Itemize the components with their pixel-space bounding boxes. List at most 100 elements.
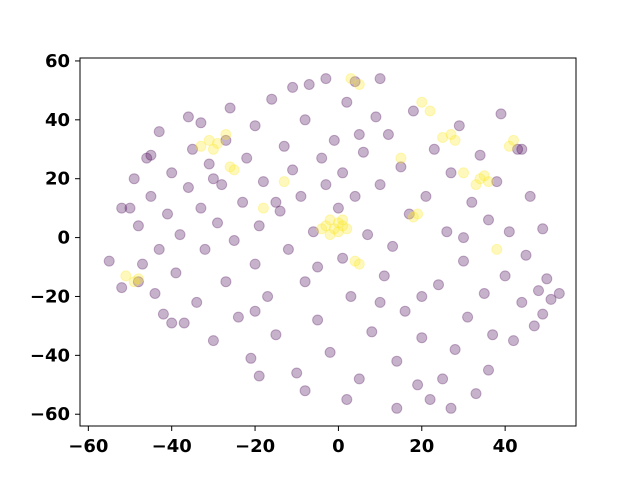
scatter-point	[228, 235, 240, 246]
scatter-point	[458, 167, 469, 179]
scatter-point	[470, 179, 482, 191]
scatter-point	[428, 143, 440, 155]
scatter-point	[182, 111, 194, 123]
scatter-point	[120, 270, 132, 282]
scatter-point	[149, 288, 161, 299]
scatter-point	[332, 226, 344, 238]
scatter-point	[491, 243, 503, 255]
scatter-point	[395, 161, 407, 173]
scatter-point	[249, 258, 261, 270]
scatter-point	[220, 134, 232, 146]
x-tick-label: −60	[68, 436, 108, 457]
scatter-point	[349, 76, 361, 88]
scatter-point	[224, 102, 236, 114]
scatter-point	[132, 276, 144, 288]
scatter-point	[103, 255, 115, 267]
scatter-point	[349, 255, 361, 267]
scatter-point	[224, 161, 236, 173]
scatter-point	[145, 149, 157, 161]
scatter-point	[374, 73, 386, 85]
scatter-point	[299, 276, 311, 288]
scatter-point	[437, 373, 449, 385]
scatter-point	[445, 167, 457, 179]
scatter-point	[132, 273, 144, 285]
scatter-point	[116, 202, 128, 214]
scatter-point	[499, 270, 511, 282]
scatter-point	[266, 93, 278, 105]
scatter-point	[278, 140, 290, 152]
scatter-point	[495, 108, 507, 120]
scatter-point	[153, 243, 165, 255]
scatter-point	[145, 190, 157, 202]
scatter-point	[195, 117, 207, 129]
scatter-point	[449, 344, 461, 355]
plot-frame	[79, 57, 577, 427]
scatter-point	[270, 329, 282, 341]
scatter-point	[441, 226, 453, 238]
scatter-point	[199, 243, 211, 255]
scatter-point	[466, 196, 478, 208]
scatter-point	[262, 291, 274, 302]
scatter-point	[445, 402, 457, 414]
scatter-point	[353, 373, 365, 385]
scatter-point	[399, 305, 411, 317]
y-tick-label: 0	[57, 228, 70, 249]
scatter-point	[478, 170, 490, 182]
scatter-point	[458, 232, 469, 244]
y-tick-label: −40	[30, 345, 70, 366]
scatter-point	[407, 211, 419, 223]
scatter-point	[141, 152, 153, 164]
scatter-point	[370, 111, 382, 123]
scatter-point	[170, 267, 182, 279]
y-tick-label: 20	[45, 169, 70, 190]
scatter-point	[245, 352, 257, 364]
scatter-point	[320, 220, 332, 232]
scatter-point	[433, 279, 444, 291]
scatter-point	[407, 105, 419, 117]
scatter-point	[487, 329, 499, 341]
scatter-point	[282, 243, 294, 255]
scatter-point	[220, 129, 232, 140]
scatter-point	[324, 229, 336, 241]
scatter-point	[524, 190, 536, 202]
scatter-point	[424, 105, 436, 117]
scatter-point	[187, 143, 198, 155]
x-tick-label: 40	[493, 436, 518, 457]
scatter-point	[232, 311, 244, 323]
y-tick-label: −20	[30, 286, 70, 307]
scatter-point	[416, 291, 428, 302]
scatter-point	[320, 179, 332, 191]
scatter-point	[416, 332, 428, 344]
scatter-point	[437, 132, 449, 143]
scatter-point	[478, 288, 490, 299]
scatter-point	[416, 96, 428, 108]
scatter-point	[474, 149, 486, 161]
scatter-point	[312, 314, 324, 326]
scatter-point	[291, 367, 303, 379]
scatter-point	[207, 173, 219, 185]
scatter-point	[203, 158, 215, 170]
scatter-point	[253, 370, 265, 382]
scatter-point	[328, 223, 340, 235]
scatter-point	[182, 182, 194, 193]
scatter-point	[212, 217, 223, 229]
scatter-point	[345, 73, 357, 85]
y-tick-label: 60	[45, 51, 70, 72]
x-tick-label: −40	[152, 436, 192, 457]
scatter-point	[462, 311, 474, 323]
scatter-point	[195, 202, 207, 214]
scatter-point	[299, 114, 311, 126]
axes: −60 −40 −20 0 20 40 −60 −40 −20 0 20 40 60	[30, 51, 577, 457]
scatter-point	[341, 394, 353, 405]
scatter-point	[253, 220, 265, 232]
scatter-point	[295, 190, 307, 202]
scatter-point	[207, 143, 219, 155]
scatter-point	[203, 134, 215, 146]
scatter-point	[249, 120, 261, 132]
scatter-point	[178, 317, 190, 329]
scatter-point	[332, 217, 344, 229]
scatter-point	[174, 229, 186, 241]
scatter-point	[470, 388, 482, 400]
scatter-point	[124, 202, 136, 214]
scatter-point	[241, 152, 253, 164]
